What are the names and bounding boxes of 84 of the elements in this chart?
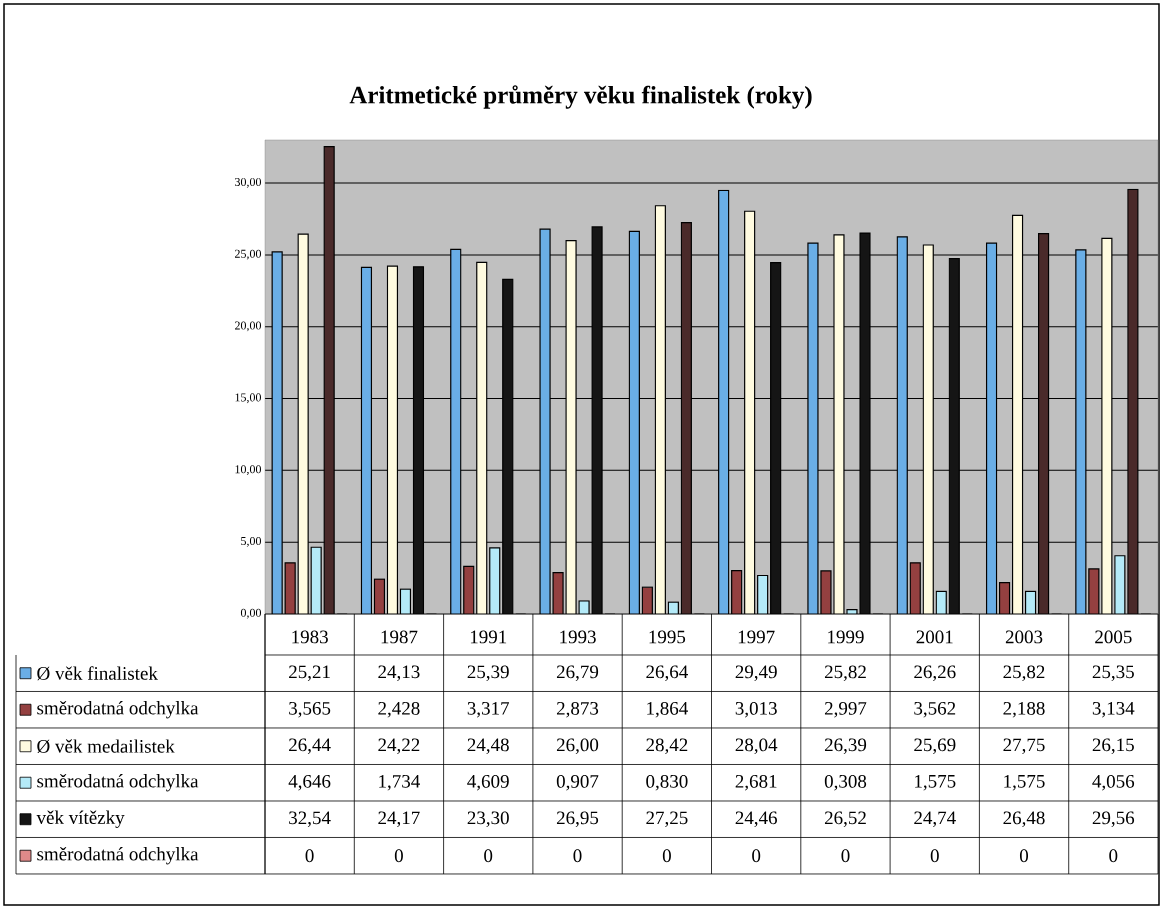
data-label: 26,00	[556, 738, 599, 755]
x-tick-label: 1987	[381, 630, 418, 644]
data-label: 26,52	[824, 811, 866, 827]
data-label: 29,56	[1092, 811, 1135, 827]
legend-label: Ø věk medailistek	[37, 739, 175, 754]
data-label: 25,35	[1092, 665, 1134, 681]
data-label: 1,864	[647, 701, 688, 718]
x-tick-label: 1999	[828, 630, 864, 644]
data-label: 4,646	[288, 774, 331, 791]
data-label: 2,428	[378, 701, 420, 718]
data-label: 24,48	[467, 738, 509, 755]
data-label: 23,30	[467, 811, 509, 828]
data-label: 25,69	[914, 738, 956, 754]
data-label: 28,04	[735, 738, 778, 755]
y-tick-label: 0,00	[240, 608, 262, 619]
y-tick-label: 20,00	[235, 321, 262, 332]
data-label: 26,79	[556, 665, 599, 681]
data-label: 0,830	[646, 774, 688, 791]
legend-label: směrodatná odchylka	[37, 701, 199, 719]
data-label: 26,44	[289, 738, 331, 754]
data-label: 0,907	[556, 774, 599, 791]
data-label: 28,42	[646, 738, 688, 755]
data-label: 3,562	[914, 701, 956, 718]
data-label: 1,575	[915, 775, 956, 791]
data-label: 26,39	[824, 738, 867, 754]
data-label: 25,39	[467, 665, 509, 681]
data-label: 26,95	[556, 811, 599, 827]
data-label: 26,64	[646, 665, 688, 681]
data-label: 0	[841, 849, 850, 863]
data-label: 3,317	[467, 701, 510, 718]
data-label: 3,134	[1092, 701, 1135, 718]
x-tick-label: 2005	[1095, 630, 1132, 644]
data-label: 0	[573, 849, 582, 863]
chart-title: Aritmetické průměry věku finalistek (roky)	[349, 85, 812, 109]
data-label: 0	[484, 849, 493, 863]
data-label: 26,26	[914, 665, 956, 681]
data-label: 25,82	[824, 665, 866, 682]
x-tick-label: 1993	[560, 630, 596, 644]
data-label: 2,188	[1003, 701, 1045, 718]
data-label: 25,82	[1003, 665, 1045, 682]
legend-label: směrodatná odchylka	[37, 847, 199, 865]
data-label: 1,575	[1004, 775, 1045, 791]
data-label: 3,565	[289, 701, 331, 718]
legend-label: směrodatná odchylka	[37, 774, 199, 792]
data-label: 2,681	[735, 774, 777, 791]
data-label: 4,609	[467, 774, 509, 791]
x-tick-label: 1997	[738, 630, 775, 644]
data-label: 24,74	[914, 811, 956, 827]
legend-label: Ø věk finalistek	[37, 666, 158, 681]
y-tick-label: 30,00	[235, 177, 262, 188]
data-label: 24,46	[735, 811, 777, 827]
y-tick-label: 25,00	[235, 249, 262, 260]
data-label: 24,22	[378, 738, 420, 754]
data-label: 32,54	[289, 811, 331, 827]
data-label: 26,15	[1092, 738, 1134, 754]
data-label: 24,13	[378, 665, 420, 681]
data-label: 0	[305, 849, 314, 863]
data-label: 0	[930, 849, 939, 863]
legend-label: věk vítězky	[36, 810, 125, 828]
x-tick-label: 1983	[292, 630, 328, 644]
x-tick-label: 1995	[649, 630, 686, 644]
x-tick-label: 2003	[1005, 630, 1043, 644]
data-label: 0	[1109, 849, 1118, 863]
data-label: 27,25	[646, 811, 688, 827]
data-label: 2,997	[824, 701, 867, 718]
data-label: 0	[394, 849, 403, 863]
x-tick-label: 2001	[916, 630, 953, 644]
data-label: 1,734	[379, 774, 420, 791]
data-label: 0	[662, 849, 671, 863]
y-tick-label: 15,00	[235, 393, 262, 404]
y-tick-label: 5,00	[241, 536, 262, 547]
data-label: 4,056	[1092, 774, 1135, 791]
data-label: 25,21	[289, 665, 330, 681]
data-label: 27,75	[1003, 738, 1045, 754]
data-label: 0,308	[824, 774, 867, 791]
y-tick-label: 10,00	[235, 465, 262, 475]
data-label: 24,17	[378, 811, 420, 827]
data-label: 0	[752, 849, 761, 863]
data-label: 3,013	[735, 701, 777, 718]
data-label: 0	[1019, 849, 1029, 863]
data-label: 26,48	[1003, 811, 1045, 828]
data-label: 29,49	[735, 665, 777, 681]
x-tick-label: 1991	[470, 630, 507, 644]
data-label: 2,873	[556, 701, 599, 718]
